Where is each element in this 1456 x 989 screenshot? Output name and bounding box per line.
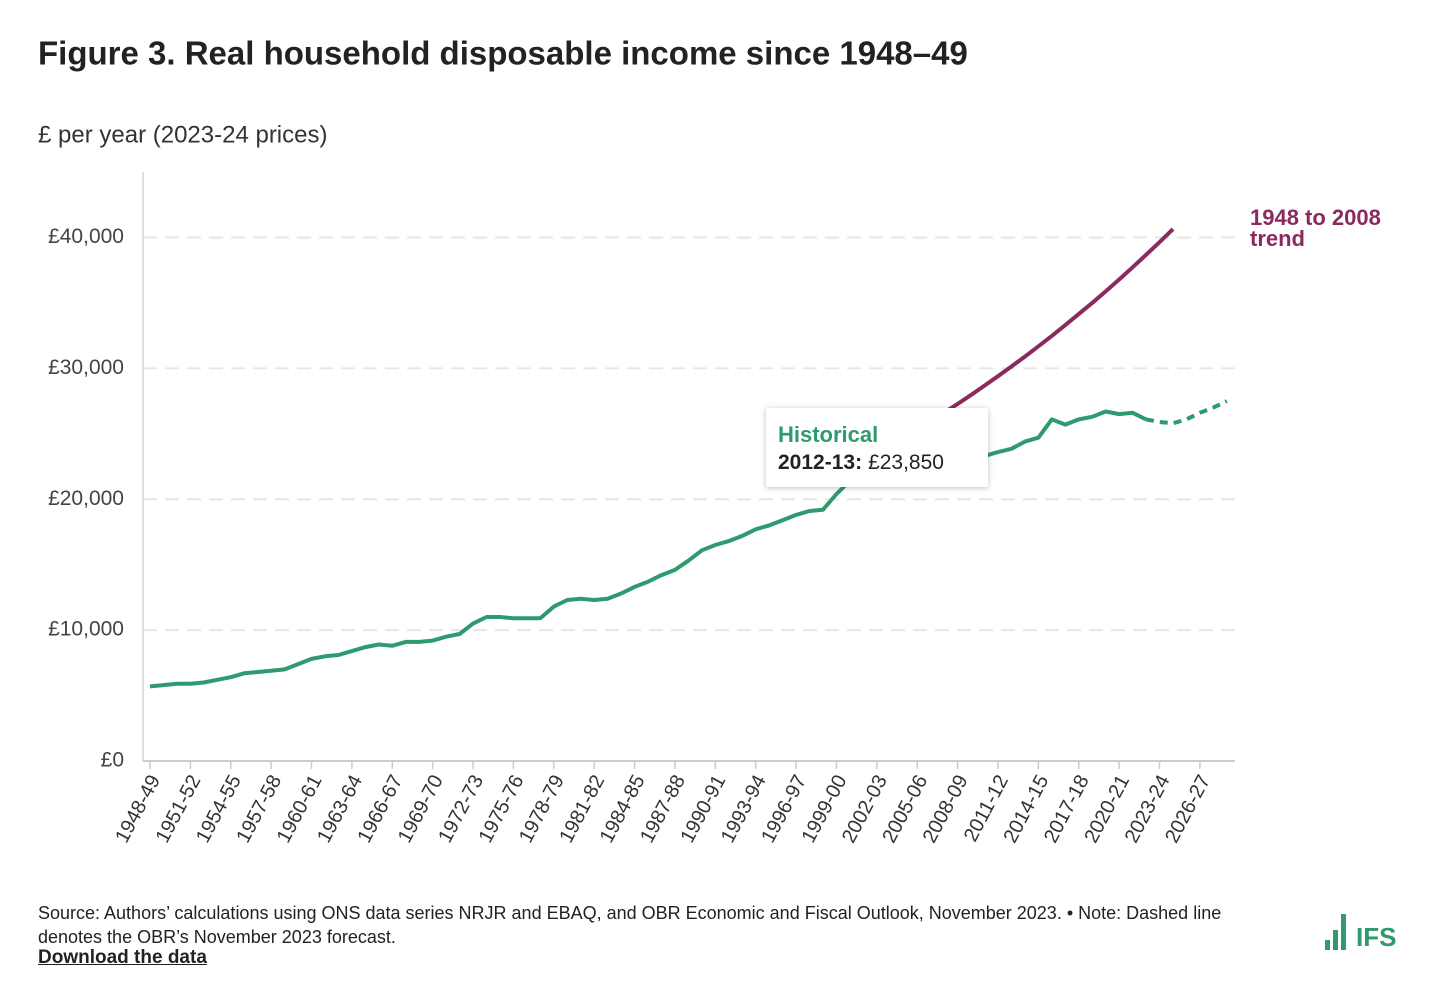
series-line <box>1145 399 1228 426</box>
chart-title: Figure 3. Real household disposable inco… <box>38 35 968 72</box>
y-tick-label: £0 <box>101 749 124 772</box>
y-axis-label: £ per year (2023-24 prices) <box>38 121 327 148</box>
tooltip-label: 2012-13: <box>778 451 862 474</box>
tooltip-title: Historical <box>778 422 878 447</box>
tooltip-value: £23,850 <box>868 451 944 474</box>
tooltip-box <box>766 408 988 487</box>
logo: IFS <box>1323 912 1396 950</box>
series-line <box>149 409 1147 689</box>
trend-label: 1948 to 2008 trend <box>1250 205 1381 251</box>
y-tick-label: £40,000 <box>48 225 124 248</box>
y-tick-label: £20,000 <box>48 487 124 510</box>
logo-text: IFS <box>1356 922 1397 952</box>
tooltip-text: 2012-13: £23,850 <box>778 451 944 474</box>
download-link[interactable]: Download the data <box>38 947 207 968</box>
y-tick-label: £10,000 <box>48 618 124 641</box>
series-line <box>902 227 1175 440</box>
source-note: Source: Authors’ calculations using ONS … <box>38 903 1222 947</box>
logo-bars <box>1325 914 1346 950</box>
tooltip: Historical 2012-13: £23,850 <box>766 408 988 487</box>
y-tick-label: £30,000 <box>48 356 124 379</box>
